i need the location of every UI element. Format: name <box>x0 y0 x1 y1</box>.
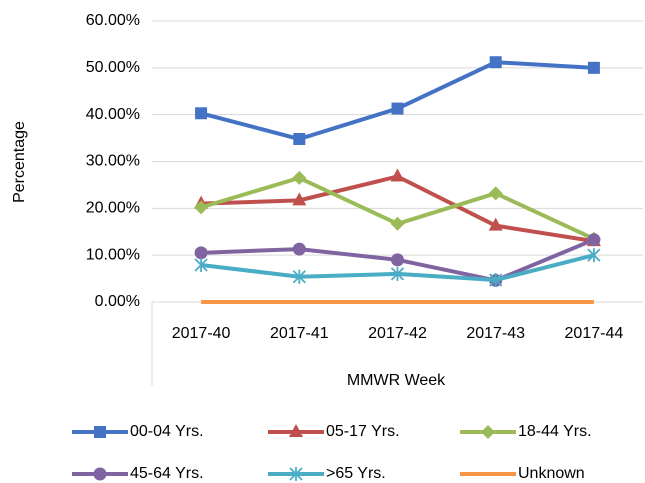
y-tick-label: 50.00% <box>86 59 140 76</box>
legend-label: 00-04 Yrs. <box>130 423 204 440</box>
marker <box>195 107 208 120</box>
marker <box>293 133 306 146</box>
y-tick-label: 0.00% <box>95 293 140 310</box>
marker <box>94 426 106 438</box>
marker <box>481 425 495 439</box>
marker <box>488 217 503 231</box>
legend-label: >65 Yrs. <box>326 465 386 482</box>
marker <box>587 61 600 74</box>
marker <box>489 56 502 69</box>
legend-label: 05-17 Yrs. <box>326 423 400 440</box>
x-tick-label: 2017-44 <box>565 325 624 342</box>
y-axis-label: Percentage <box>11 121 28 203</box>
marker <box>289 467 303 481</box>
legend-label: 45-64 Yrs. <box>130 465 204 482</box>
marker <box>93 467 107 481</box>
y-tick-label: 40.00% <box>86 106 140 123</box>
marker <box>391 102 404 115</box>
marker <box>194 200 209 215</box>
legend-label: Unknown <box>518 465 585 482</box>
x-tick-label: 2017-40 <box>172 325 231 342</box>
marker <box>390 168 405 182</box>
x-axis-label: MMWR Week <box>347 372 446 389</box>
marker <box>292 242 306 256</box>
x-tick-label: 2017-42 <box>368 325 427 342</box>
marker <box>488 186 503 201</box>
marker <box>194 246 208 260</box>
marker <box>489 272 503 287</box>
legend-label: 18-44 Yrs. <box>518 423 592 440</box>
x-tick-label: 2017-41 <box>270 325 329 342</box>
marker <box>289 424 303 437</box>
marker <box>390 266 405 281</box>
series-line <box>200 60 595 142</box>
marker <box>292 269 306 284</box>
marker <box>194 258 208 273</box>
marker <box>292 170 307 185</box>
marker <box>587 248 601 263</box>
y-tick-label: 10.00% <box>86 246 140 263</box>
marker <box>391 253 404 267</box>
y-tick-label: 30.00% <box>86 153 140 170</box>
marker <box>587 233 601 247</box>
marker <box>390 216 405 231</box>
x-tick-label: 2017-43 <box>466 325 525 342</box>
marker <box>292 192 307 206</box>
y-tick-label: 20.00% <box>86 200 140 217</box>
y-tick-label: 60.00% <box>86 12 140 29</box>
